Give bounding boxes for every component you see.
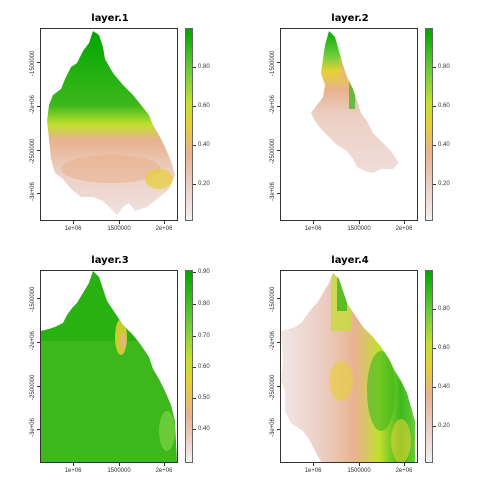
raster-map bbox=[47, 31, 175, 215]
colorbar-label: 0.40 bbox=[438, 384, 450, 390]
x-tick-label: 1e+06 bbox=[64, 468, 82, 474]
y-tick-label: -2e+06 bbox=[30, 95, 36, 114]
colorbar-label: 0.20 bbox=[198, 181, 210, 187]
colorbar-label: 0.40 bbox=[438, 142, 450, 148]
colorbar bbox=[185, 28, 193, 221]
x-tick-label: 1e+06 bbox=[64, 226, 82, 232]
y-tick-label: -2500000 bbox=[30, 138, 36, 164]
map-panel-layer2: layer.2 1e+ bbox=[240, 0, 480, 240]
y-tick-label: -3e+06 bbox=[30, 182, 36, 201]
colorbar-label: 0.80 bbox=[438, 64, 450, 70]
colorbar-label: 0.70 bbox=[198, 333, 210, 339]
raster-map bbox=[41, 271, 177, 462]
colorbar-label: 0.80 bbox=[198, 301, 210, 307]
colorbar-label: 0.60 bbox=[198, 364, 210, 370]
panel-title: layer.4 bbox=[331, 255, 369, 266]
colorbar-label: 0.20 bbox=[438, 181, 450, 187]
y-tick-label: -2e+06 bbox=[30, 331, 36, 350]
y-tick-label: -2500000 bbox=[270, 374, 276, 400]
colorbar-label: 0.60 bbox=[438, 103, 450, 109]
x-tick-label: 1500000 bbox=[347, 468, 371, 474]
x-tick-label: 2e+06 bbox=[395, 226, 413, 232]
map-frame bbox=[280, 270, 418, 463]
colorbar-label: 0.60 bbox=[438, 345, 450, 351]
x-tick-label: 1e+06 bbox=[304, 468, 322, 474]
map-panel-layer1: layer.1 1e+ bbox=[0, 0, 240, 240]
colorbar-label: 0.60 bbox=[198, 103, 210, 109]
x-tick-label: 2e+06 bbox=[155, 226, 173, 232]
panel-title: layer.1 bbox=[91, 13, 129, 24]
x-tick-label: 2e+06 bbox=[155, 468, 173, 474]
y-tick-label: -2e+06 bbox=[270, 95, 276, 114]
y-tick-label: -2500000 bbox=[270, 138, 276, 164]
colorbar bbox=[425, 270, 433, 463]
colorbar-label: 0.40 bbox=[198, 142, 210, 148]
y-tick-label: -3e+06 bbox=[270, 418, 276, 437]
y-tick-label: -3e+06 bbox=[270, 182, 276, 201]
colorbar-label: 0.50 bbox=[198, 395, 210, 401]
colorbar-label: 0.80 bbox=[438, 306, 450, 312]
map-frame bbox=[40, 28, 178, 221]
x-tick-label: 1500000 bbox=[347, 226, 371, 232]
map-panel-layer4: layer.4 bbox=[240, 242, 480, 482]
colorbar bbox=[425, 28, 433, 221]
x-tick-label: 1500000 bbox=[107, 468, 131, 474]
map-frame bbox=[280, 28, 418, 221]
x-tick-label: 1e+06 bbox=[304, 226, 322, 232]
x-tick-label: 2e+06 bbox=[395, 468, 413, 474]
panel-title: layer.2 bbox=[331, 13, 369, 24]
colorbar-label: 0.90 bbox=[198, 269, 210, 275]
colorbar-label: 0.80 bbox=[198, 64, 210, 70]
y-tick-label: -2e+06 bbox=[270, 331, 276, 350]
panel-title: layer.3 bbox=[91, 255, 129, 266]
colorbar-label: 0.40 bbox=[198, 426, 210, 432]
x-tick-label: 1500000 bbox=[107, 226, 131, 232]
raster-map bbox=[281, 273, 415, 462]
y-tick-label: -3e+06 bbox=[30, 418, 36, 437]
y-tick-label: -1500000 bbox=[30, 50, 36, 76]
y-tick-label: -1500000 bbox=[30, 286, 36, 312]
map-frame bbox=[40, 270, 178, 463]
raster-map bbox=[311, 31, 399, 173]
y-tick-label: -2500000 bbox=[30, 374, 36, 400]
map-panel-layer3: layer.3 1e+06 1500000 2e+06 -1500000 -2e… bbox=[0, 242, 240, 482]
colorbar-label: 0.20 bbox=[438, 423, 450, 429]
y-tick-label: -1500000 bbox=[270, 50, 276, 76]
colorbar bbox=[185, 270, 193, 463]
y-tick-label: -1500000 bbox=[270, 286, 276, 312]
